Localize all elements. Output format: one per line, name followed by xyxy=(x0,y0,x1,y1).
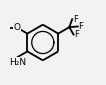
Text: F: F xyxy=(79,22,84,31)
Text: O: O xyxy=(14,23,21,32)
Text: F: F xyxy=(74,30,79,39)
Text: F: F xyxy=(73,15,78,24)
Text: H₂N: H₂N xyxy=(9,58,26,67)
